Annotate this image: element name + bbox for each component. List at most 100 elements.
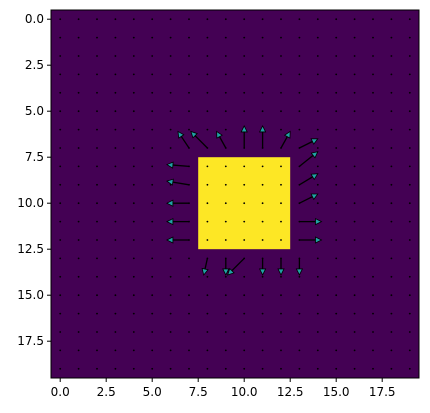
quiver-dot <box>206 183 209 186</box>
quiver-dot <box>169 147 172 149</box>
quiver-dot <box>132 202 135 205</box>
quiver-dot <box>151 18 154 21</box>
quiver-dot <box>243 165 246 168</box>
quiver-dot <box>96 91 98 94</box>
quiver-dot <box>77 367 80 370</box>
quiver-dot <box>169 331 172 333</box>
quiver-dot <box>372 147 374 149</box>
quiver-dot <box>243 239 246 241</box>
quiver-dot <box>224 312 227 315</box>
quiver-dot <box>224 202 227 205</box>
x-axis-ticks: 0.0 2.5 5.0 7.5 10.0 12.5 15.0 17.5 <box>51 378 396 399</box>
quiver-dot <box>243 220 246 223</box>
quiver-dot <box>169 73 172 76</box>
quiver-dot <box>224 18 227 21</box>
y-tick-label: 15.0 <box>17 288 44 302</box>
quiver-dot <box>151 220 154 223</box>
quiver-dot <box>280 239 282 241</box>
quiver-arrow-head <box>190 130 198 139</box>
quiver-dot <box>169 18 172 21</box>
quiver-arrow <box>227 257 245 276</box>
quiver-dot <box>206 331 209 333</box>
quiver-arrow-shaft <box>204 258 209 270</box>
quiver-dot <box>169 110 172 113</box>
quiver-dot <box>114 367 117 370</box>
quiver-dot <box>96 110 98 113</box>
quiver-dot <box>188 312 190 315</box>
quiver-dot <box>206 36 209 39</box>
quiver-dot <box>408 165 411 168</box>
quiver-dot <box>316 55 319 57</box>
x-tick-label: 12.5 <box>277 385 304 399</box>
quiver-dot <box>390 367 393 370</box>
quiver-dot <box>261 220 264 223</box>
quiver-dot <box>298 312 301 315</box>
quiver-dot <box>96 128 98 131</box>
quiver-arrow-head <box>277 268 285 276</box>
y-tick-label: 17.5 <box>17 334 44 348</box>
quiver-dot <box>169 349 172 352</box>
quiver-dot <box>335 36 338 39</box>
quiver-dot <box>96 147 98 149</box>
quiver-dot <box>169 36 172 39</box>
quiver-dot <box>206 73 209 76</box>
quiver-dot <box>59 312 62 315</box>
quiver-arrow-shaft <box>172 181 190 186</box>
quiver-dot <box>96 275 98 278</box>
quiver-dot <box>77 220 80 223</box>
quiver-dot <box>224 91 227 94</box>
quiver-dot <box>298 367 301 370</box>
quiver-arrow-head <box>240 125 248 133</box>
quiver-dot <box>243 275 246 278</box>
quiver-dot <box>96 294 98 297</box>
quiver-dot <box>372 367 374 370</box>
quiver-dot <box>390 147 393 149</box>
quiver-dot <box>280 331 282 333</box>
quiver-dot <box>353 275 356 278</box>
quiver-dot <box>114 312 117 315</box>
quiver-arrow <box>299 217 323 226</box>
quiver-dot <box>59 36 62 39</box>
quiver-dot <box>114 257 117 260</box>
plot-frame <box>50 9 420 379</box>
quiver-dot <box>206 55 209 57</box>
quiver-dot <box>96 36 98 39</box>
quiver-arrows-layer <box>166 125 323 276</box>
quiver-dot <box>188 110 190 113</box>
quiver-dot <box>298 294 301 297</box>
quiver-dot <box>96 202 98 205</box>
quiver-dot <box>224 73 227 76</box>
quiver-dot <box>132 275 135 278</box>
quiver-dot <box>206 18 209 21</box>
quiver-dot <box>243 294 246 297</box>
quiver-dot <box>261 73 264 76</box>
quiver-dot <box>298 110 301 113</box>
quiver-dot <box>188 294 190 297</box>
quiver-dot <box>114 36 117 39</box>
quiver-arrow <box>190 130 208 149</box>
quiver-arrow-shaft <box>299 196 313 204</box>
quiver-dot <box>372 202 374 205</box>
quiver-dot <box>151 128 154 131</box>
quiver-dot <box>390 331 393 333</box>
quiver-arrow-head <box>177 130 185 139</box>
quiver-dot <box>390 349 393 352</box>
quiver-dot <box>96 18 98 21</box>
quiver-arrow-head <box>283 130 291 139</box>
quiver-dot <box>372 110 374 113</box>
quiver-dot <box>280 312 282 315</box>
quiver-arrow-head <box>222 268 230 276</box>
quiver-arrow-head <box>166 217 174 226</box>
quiver-arrow-shaft <box>180 136 190 149</box>
quiver-dot <box>316 275 319 278</box>
quiver-dot <box>280 220 282 223</box>
quiver-dot <box>408 239 411 241</box>
quiver-dot <box>96 220 98 223</box>
quiver-dot <box>59 91 62 94</box>
quiver-dot <box>280 91 282 94</box>
quiver-dot <box>408 147 411 149</box>
quiver-arrow-head <box>166 236 174 244</box>
quiver-dot <box>243 183 246 186</box>
quiver-dot <box>59 257 62 260</box>
quiver-dot <box>188 73 190 76</box>
